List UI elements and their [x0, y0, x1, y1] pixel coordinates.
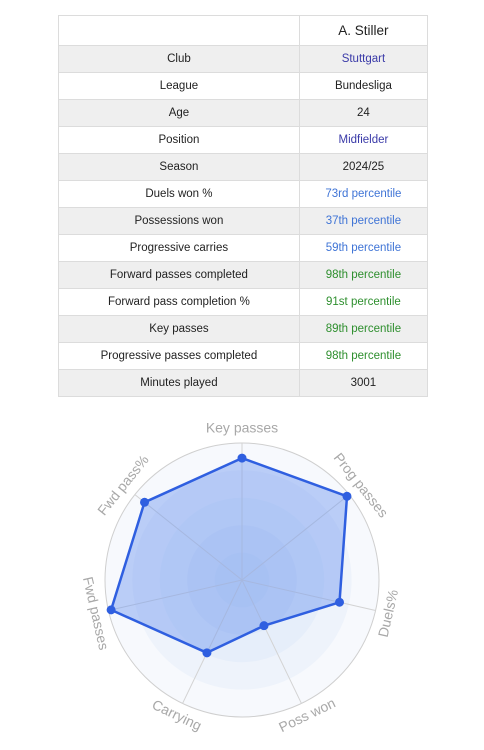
table-row: Minutes played 3001	[58, 369, 429, 397]
radar-point	[106, 605, 116, 615]
row-label-season: Season	[58, 153, 300, 181]
row-value-key-passes: 89th percentile	[298, 315, 429, 343]
value-text: Bundesliga	[334, 80, 392, 92]
table-row: Age 24	[58, 99, 429, 127]
row-label-key-passes: Key passes	[58, 315, 300, 343]
row-label-minutes-played: Minutes played	[58, 369, 300, 397]
table-row: Season 2024/25	[58, 153, 429, 181]
value-text: 98th percentile	[325, 269, 402, 281]
value-text: 73rd percentile	[325, 188, 402, 200]
radar-point	[335, 597, 345, 607]
row-value-forward-passes-completed: 98th percentile	[298, 261, 429, 289]
row-label-progressive-carries: Progressive carries	[58, 234, 300, 262]
radar-point	[237, 453, 247, 463]
row-label-position: Position	[58, 126, 300, 154]
table-row: League Bundesliga	[58, 72, 429, 100]
player-stats-table: A. Stiller Club Stuttgart League Bundesliga…	[58, 15, 429, 397]
radar-spoke	[241, 579, 376, 611]
table-row: Key passes 89th percentile	[58, 315, 429, 343]
value-text: 37th percentile	[325, 215, 402, 227]
value-text: 91st percentile	[326, 296, 401, 308]
table-row: Position Midfielder	[58, 126, 429, 154]
row-value-club[interactable]: Stuttgart	[298, 45, 429, 73]
radar-spoke	[108, 579, 243, 611]
value-link[interactable]: Midfielder	[338, 134, 389, 146]
row-value-minutes-played: 3001	[298, 369, 429, 397]
row-label-forward-passes-completed: Forward passes completed	[58, 261, 300, 289]
value-link[interactable]: Stuttgart	[341, 53, 386, 65]
row-value-progressive-carries: 59th percentile	[298, 234, 429, 262]
row-label-progressive-passes-completed: Progressive passes completed	[58, 342, 300, 370]
table-row: Duels won % 73rd percentile	[58, 180, 429, 208]
value-text: 2024/25	[342, 161, 385, 173]
table-row: Forward pass completion % 91st percentile	[58, 288, 429, 316]
row-value-possessions-won: 37th percentile	[298, 207, 429, 235]
radar-point	[140, 497, 150, 507]
radar-spoke	[134, 494, 243, 581]
table-row: Club Stuttgart	[58, 45, 429, 73]
table-row: Progressive passes completed 98th percent…	[58, 342, 429, 370]
row-value-forward-pass-completion: 91st percentile	[298, 288, 429, 316]
value-text: 3001	[350, 377, 377, 389]
row-value-position[interactable]: Midfielder	[298, 126, 429, 154]
row-label-possessions-won: Possessions won	[58, 207, 300, 235]
row-label-age: Age	[58, 99, 300, 127]
radar-spoke	[241, 494, 350, 581]
row-label-duels-won: Duels won %	[58, 180, 300, 208]
row-label-forward-pass-completion: Forward pass completion %	[58, 288, 300, 316]
value-text: 24	[357, 107, 370, 119]
value-text: 98th percentile	[325, 350, 402, 362]
radar-spoke	[241, 579, 302, 704]
value-text: 59th percentile	[325, 242, 402, 254]
radar-axis-label: Duels%	[375, 588, 401, 639]
radar-area	[109, 456, 349, 655]
table-row: Progressive carries 59th percentile	[58, 234, 429, 262]
value-text: 89th percentile	[325, 323, 402, 335]
row-value-league: Bundesliga	[298, 72, 429, 100]
player-name: A. Stiller	[298, 15, 429, 46]
table-row: Forward passes completed 98th percentile	[58, 261, 429, 289]
radar-point	[342, 491, 352, 501]
row-value-age: 24	[298, 99, 429, 127]
radar-spoke	[182, 579, 243, 704]
radar-point	[202, 648, 212, 658]
row-label-league: League	[58, 72, 300, 100]
row-value-progressive-passes-completed: 98th percentile	[298, 342, 429, 370]
row-value-season: 2024/25	[298, 153, 429, 181]
row-value-duels-won: 73rd percentile	[298, 180, 429, 208]
header-blank-cell	[58, 15, 300, 46]
table-row: Possessions won 37th percentile	[58, 207, 429, 235]
row-label-club: Club	[58, 45, 300, 73]
radar-axis-label: Key passes	[206, 420, 278, 436]
radar-point	[259, 621, 269, 631]
table-header-row: A. Stiller	[58, 15, 429, 46]
